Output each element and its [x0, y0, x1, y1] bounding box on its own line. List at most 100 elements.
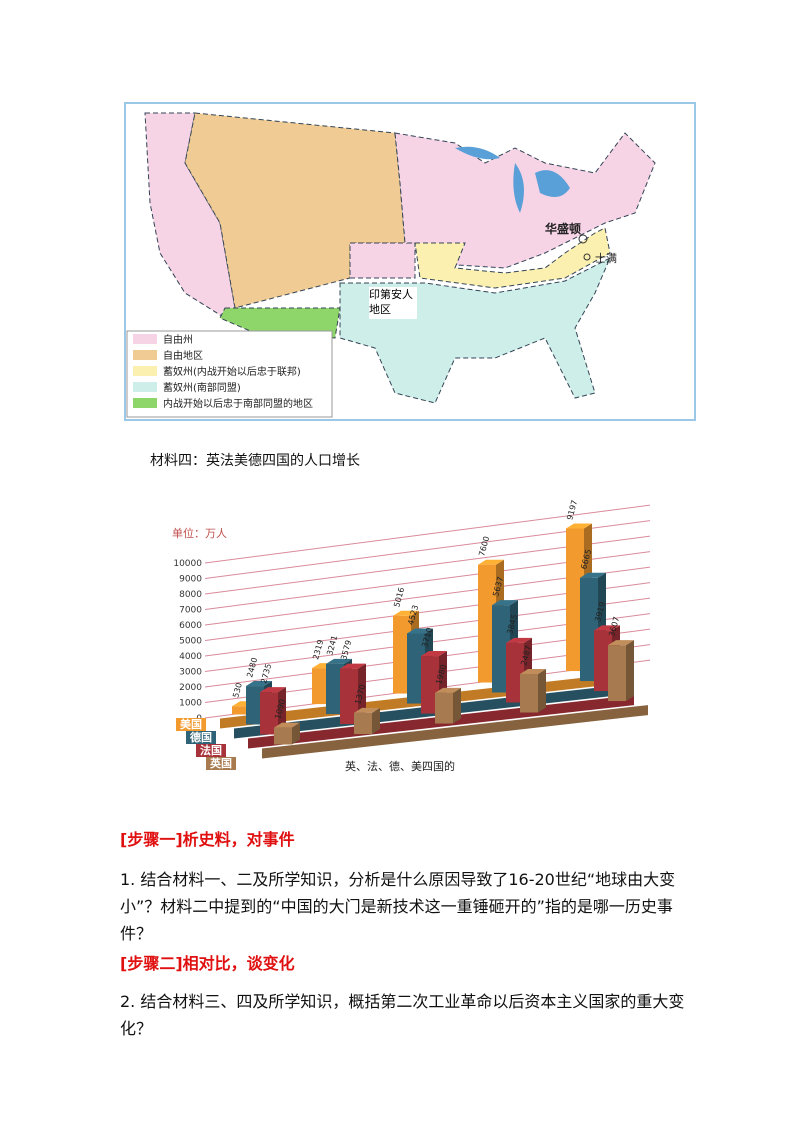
- bar-top: [326, 658, 352, 664]
- bar-top: [492, 600, 518, 606]
- lakes: [455, 146, 570, 213]
- legend-label: 自由地区: [163, 349, 203, 362]
- bar: [594, 630, 612, 692]
- map-label: 印第安人地区: [369, 288, 413, 316]
- bar: [520, 673, 538, 713]
- value-label: 3579: [339, 639, 353, 661]
- caption: 材料四：英法美德四国的人口增长: [150, 452, 360, 469]
- value-label: 530: [231, 682, 244, 699]
- bar-top: [566, 523, 592, 529]
- y-tick-label: 10000: [173, 559, 202, 569]
- bar-top: [274, 722, 300, 728]
- bar-side: [453, 687, 461, 724]
- legend-swatch: [133, 334, 157, 344]
- chart-caption: 英、法、德、美四国的: [345, 759, 455, 773]
- y-tick-label: 3000: [179, 668, 202, 678]
- legend-swatch: [196, 744, 226, 757]
- value-label: 9197: [565, 499, 579, 521]
- bar-top: [435, 687, 461, 693]
- grid-line: [204, 504, 651, 564]
- bar-top: [354, 707, 380, 713]
- bar: [580, 577, 598, 682]
- bar-top: [260, 687, 286, 693]
- bar-side: [372, 707, 380, 735]
- map-dot: [578, 234, 588, 244]
- map-label-bg: [369, 287, 417, 319]
- chart: 0100020003000400050006000700080009000100…: [173, 499, 651, 770]
- legend-label: 蓄奴州(内战开始以后忠于联邦): [163, 365, 301, 378]
- bar-top: [421, 651, 447, 657]
- bar: [608, 645, 626, 702]
- legend-label: 蓄奴州(南部同盟): [163, 381, 241, 394]
- bar-side: [626, 640, 634, 702]
- bar: [435, 692, 453, 724]
- bar: [354, 712, 372, 735]
- section-heading: [步骤一]析史料，对事件: [120, 830, 295, 849]
- y-tick-label: 4000: [179, 652, 202, 662]
- legend-label: 英国: [209, 756, 232, 770]
- bar: [246, 686, 264, 725]
- legend-label: 内战开始以后忠于南部同盟的地区: [163, 397, 313, 410]
- map-dot: [583, 253, 591, 261]
- y-tick-label: 1000: [179, 699, 202, 709]
- y-tick-label: 6000: [179, 621, 202, 631]
- legend-swatch: [206, 757, 236, 770]
- bar-top: [393, 610, 419, 616]
- legend-swatch: [186, 731, 216, 744]
- legend-label: 美国: [180, 717, 202, 731]
- bar-top: [478, 559, 504, 565]
- y-tick-label: 9000: [179, 575, 202, 585]
- bar: [326, 663, 344, 715]
- legend-swatch: [176, 718, 206, 731]
- region: [394, 132, 656, 269]
- y-tick-label: 7000: [179, 606, 202, 616]
- bar-top: [340, 663, 366, 669]
- bar: [274, 727, 292, 745]
- bar: [393, 615, 411, 694]
- bar: [260, 692, 278, 735]
- bar: [478, 564, 496, 683]
- legend-swatch: [133, 398, 157, 408]
- section-heading: [步骤二]相对比，谈变化: [120, 954, 295, 973]
- bar: [421, 656, 439, 714]
- legend-swatch: [133, 382, 157, 392]
- map-label: 华盛顿: [545, 221, 581, 236]
- unit-label: 单位：万人: [172, 526, 227, 540]
- y-tick-label: 8000: [179, 590, 202, 600]
- bar: [340, 668, 358, 725]
- bar-side: [538, 668, 546, 713]
- bar: [506, 642, 524, 703]
- bar: [566, 528, 584, 672]
- bar-top: [506, 637, 532, 643]
- bar: [232, 706, 250, 715]
- y-tick-label: 5000: [179, 637, 202, 647]
- legend-label: 法国: [200, 743, 222, 757]
- legend-frame: [126, 330, 333, 418]
- map-label: 士满: [595, 252, 617, 265]
- value-label: 5016: [392, 586, 406, 608]
- bar-top: [580, 572, 606, 578]
- value-label: 2480: [245, 657, 259, 679]
- value-label: 7600: [477, 535, 491, 557]
- y-tick-label: 2000: [179, 683, 202, 693]
- region: [349, 242, 416, 279]
- value-label: 3241: [325, 634, 339, 656]
- bar: [312, 668, 330, 705]
- bar-top: [520, 668, 546, 674]
- bar-top: [608, 640, 634, 646]
- map-label-box: 印第安人地区: [369, 288, 413, 316]
- region: [414, 227, 611, 289]
- legend-label: 自由州: [163, 333, 193, 346]
- bar: [492, 605, 510, 693]
- bar-top: [407, 628, 433, 634]
- bar: [407, 633, 425, 704]
- legend-swatch: [133, 350, 157, 360]
- bar-top: [594, 625, 620, 631]
- legend-label: 德国: [189, 730, 212, 744]
- question: 2. 结合材料三、四及所学知识，概括第二次工业革命以后资本主义国家的重大变化？: [120, 992, 685, 1038]
- question: 1. 结合材料一、二及所学知识，分析是什么原因导致了16-20世纪“地球由大变小…: [120, 870, 676, 943]
